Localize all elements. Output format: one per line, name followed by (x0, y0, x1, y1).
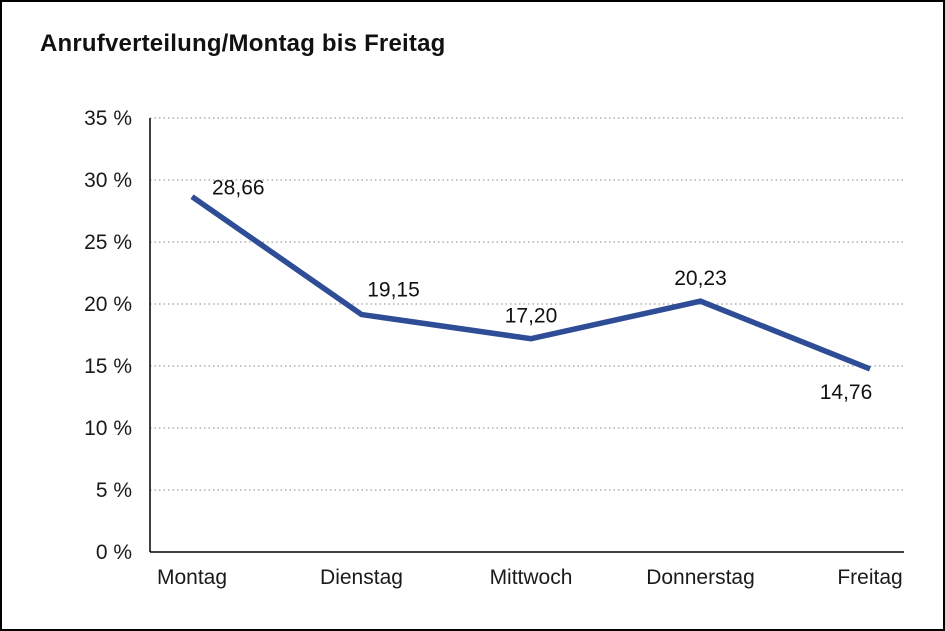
x-tick-label: Mittwoch (490, 566, 573, 589)
x-tick-label: Freitag (837, 566, 902, 589)
data-point-label: 20,23 (674, 267, 727, 290)
data-point-label: 14,76 (820, 381, 873, 404)
y-tick-label: 30 % (84, 169, 132, 192)
data-point-label: 19,15 (367, 279, 420, 302)
data-point-label: 17,20 (505, 305, 558, 328)
x-tick-label: Donnerstag (646, 566, 755, 589)
x-tick-label: Dienstag (320, 566, 403, 589)
data-series-line (190, 194, 872, 372)
x-tick-label: Montag (157, 566, 227, 589)
data-point-label: 28,66 (212, 177, 265, 200)
y-tick-label: 25 % (84, 231, 132, 254)
y-tick-label: 20 % (84, 293, 132, 316)
chart-title: Anrufverteilung/Montag bis Freitag (40, 30, 446, 57)
y-tick-label: 10 % (84, 417, 132, 440)
y-tick-label: 5 % (96, 479, 132, 502)
y-tick-label: 15 % (84, 355, 132, 378)
y-tick-label: 35 % (84, 107, 132, 130)
y-tick-label: 0 % (96, 541, 132, 564)
